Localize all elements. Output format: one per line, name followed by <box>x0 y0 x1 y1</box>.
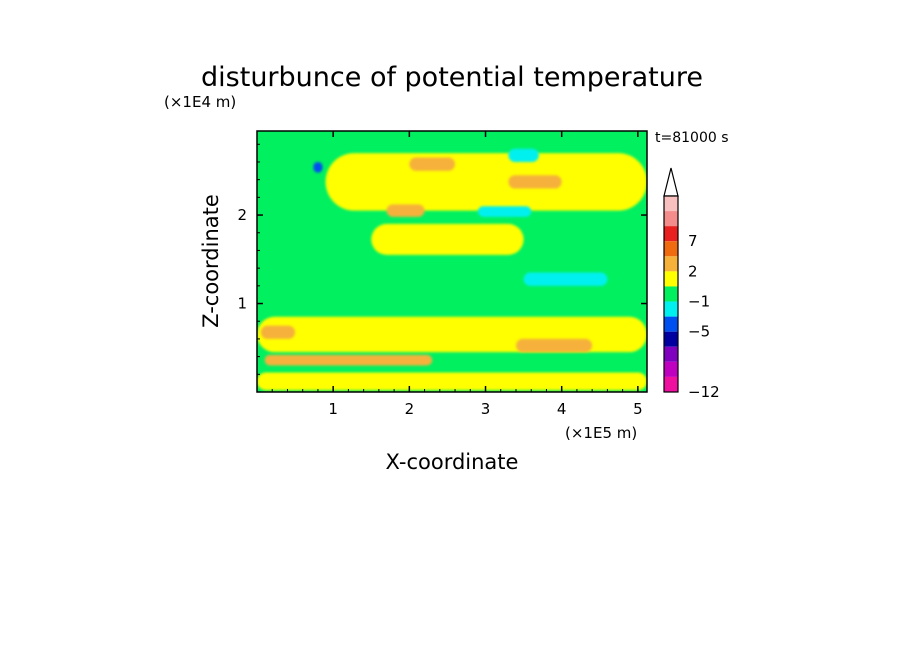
colorbar-segment-7 <box>664 301 678 317</box>
colorbar-segment-5 <box>664 271 678 287</box>
contour-region-13 <box>313 161 323 173</box>
colorbar-label-2: −1 <box>688 293 710 311</box>
x-tick-label-5: 5 <box>633 400 643 418</box>
contour-region-6 <box>508 175 562 189</box>
contour-regions <box>257 148 647 391</box>
plot-frame <box>256 130 648 393</box>
contour-region-3 <box>371 223 524 255</box>
y-tick-label-2: 2 <box>237 206 247 224</box>
chart-title: disturbunce of potential temperature <box>201 62 703 93</box>
y-axis-ticks: 12 <box>237 143 647 375</box>
x-axis-ticks: 1 2 3 4 5 <box>271 131 643 418</box>
colorbar: 7 2 −1 −5 −12 <box>663 167 720 401</box>
contour-region-9 <box>515 338 593 353</box>
contour-region-2 <box>257 372 647 391</box>
colorbar-label-1: 2 <box>688 262 698 280</box>
colorbar-segment-11 <box>664 361 678 377</box>
colorbar-frame <box>663 195 679 393</box>
colorbar-label-4: −12 <box>688 383 720 401</box>
contour-region-12 <box>523 272 608 286</box>
colorbar-extend-arrow <box>663 167 679 197</box>
contour-region-5 <box>386 204 425 217</box>
x-scale-label: (×1E5 m) <box>565 424 637 442</box>
colorbar-segment-3 <box>664 241 678 257</box>
contour-region-8 <box>260 325 296 339</box>
y-tick-label-1: 1 <box>237 295 247 313</box>
y-axis-label: Z-coordinate <box>199 194 223 328</box>
x-tick-label-1: 1 <box>328 400 338 418</box>
colorbar-segment-2 <box>664 226 678 242</box>
colorbar-segment-4 <box>664 256 678 272</box>
x-tick-label-3: 3 <box>481 400 491 418</box>
contour-region-4 <box>409 157 456 171</box>
contour-region-0 <box>325 153 647 211</box>
colorbar-segment-12 <box>664 376 678 392</box>
contour-region-10 <box>508 148 539 162</box>
y-scale-label: (×1E4 m) <box>164 93 236 111</box>
colorbar-segment-6 <box>664 286 678 302</box>
colorbar-segment-9 <box>664 331 678 347</box>
x-tick-label-4: 4 <box>557 400 567 418</box>
time-label: t=81000 s <box>655 130 729 146</box>
x-tick-label-2: 2 <box>405 400 415 418</box>
x-axis-label: X-coordinate <box>386 450 519 474</box>
colorbar-segment-1 <box>664 211 678 227</box>
colorbar-segment-10 <box>664 346 678 362</box>
colorbar-segment-0 <box>664 196 678 212</box>
colorbar-segment-8 <box>664 316 678 332</box>
contour-region-11 <box>477 206 532 217</box>
contour-region-7 <box>264 354 433 366</box>
colorbar-label-0: 7 <box>688 232 698 250</box>
colorbar-label-3: −5 <box>688 323 710 341</box>
